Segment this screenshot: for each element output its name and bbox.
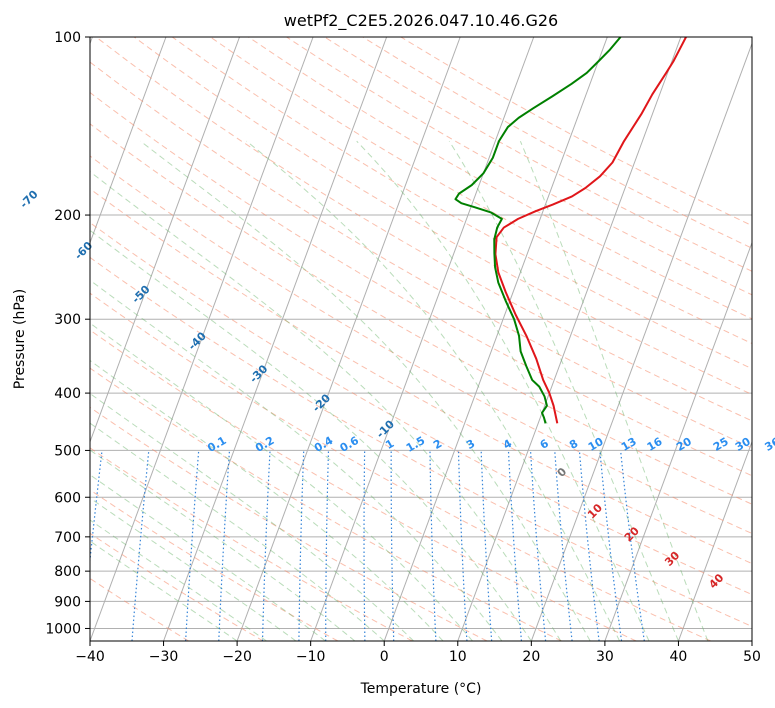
moist-adiabat xyxy=(90,322,473,641)
moist-adiabat xyxy=(90,422,385,641)
isotherm-line xyxy=(457,37,682,641)
y-tick-label: 100 xyxy=(54,30,81,46)
dry-adiabat xyxy=(90,91,752,477)
moist-adiabat xyxy=(140,140,591,641)
plot-frame xyxy=(89,36,753,642)
mixing-ratio-line xyxy=(620,450,645,641)
series-layer xyxy=(454,37,687,424)
dry-adiabat xyxy=(133,37,752,396)
x-tick-label: −40 xyxy=(75,649,105,665)
dry-adiabat xyxy=(90,188,752,565)
moist-adiabat xyxy=(356,140,650,641)
x-axis-label: Temperature (°C) xyxy=(360,681,482,697)
x-tick-label: 10 xyxy=(449,649,467,665)
y-tick-label: 700 xyxy=(54,530,81,546)
y-tick-label: 400 xyxy=(54,386,81,402)
dry-adiabat xyxy=(90,406,488,641)
dry-adiabat xyxy=(90,489,339,641)
dry-adiabat xyxy=(90,367,562,641)
moist-adiabat xyxy=(90,171,562,641)
dewpoint-line xyxy=(454,37,622,424)
x-tick-label: −30 xyxy=(149,649,179,665)
y-tick-label: 800 xyxy=(54,564,81,580)
dry-adiabat xyxy=(90,256,752,627)
temperature-line xyxy=(494,37,687,424)
x-tick-label: 40 xyxy=(670,649,688,665)
dry-adiabat xyxy=(171,37,752,370)
y-tick-label: 200 xyxy=(54,208,81,224)
isotherm-line xyxy=(310,37,535,641)
isotherm-line xyxy=(677,440,752,641)
grid-layer xyxy=(90,37,752,641)
isotherm-line xyxy=(163,37,388,641)
x-axis-ticks: −40 −30 −20 −10 0 10 20 30 40 50 xyxy=(75,641,761,665)
y-tick-label: 900 xyxy=(54,594,81,610)
mixing-ratio-line xyxy=(599,450,623,641)
mixing-ratio-line xyxy=(578,450,600,641)
isotherm-line xyxy=(90,37,241,444)
mixing-ratio-line xyxy=(554,450,573,641)
isotherm-line xyxy=(90,37,167,245)
y-axis-ticks: 100 200 300 400 500 600 700 800 900 1000 xyxy=(45,30,90,637)
moist-adiabat xyxy=(448,140,679,641)
moist-adiabat xyxy=(90,449,356,641)
isotherm-line xyxy=(90,37,314,641)
x-tick-label: −20 xyxy=(222,649,252,665)
dry-adiabat xyxy=(286,37,752,296)
dry-adiabat xyxy=(90,155,752,535)
x-tick-label: 20 xyxy=(522,649,540,665)
isotherm-line xyxy=(236,37,461,641)
y-tick-label: 500 xyxy=(54,443,81,459)
y-tick-label: 1000 xyxy=(45,621,81,637)
x-tick-label: 30 xyxy=(596,649,614,665)
moist-adiabat xyxy=(246,140,621,641)
dry-adiabat xyxy=(90,532,264,641)
dry-adiabat xyxy=(90,123,752,505)
dry-adiabat xyxy=(95,37,752,422)
moist-adiabat xyxy=(90,229,532,641)
x-tick-label: 0 xyxy=(380,649,389,665)
y-tick-label: 600 xyxy=(54,490,81,506)
dry-adiabat xyxy=(90,292,711,641)
isotherm-line xyxy=(383,37,608,641)
mixing-ratio-line xyxy=(90,450,103,566)
isotherm-line xyxy=(604,241,752,641)
moist-adiabat xyxy=(90,359,444,641)
x-tick-label: −10 xyxy=(296,649,326,665)
moist-adiabat xyxy=(519,140,709,641)
moist-adiabat xyxy=(90,540,238,641)
moist-adiabat xyxy=(90,279,503,641)
dry-adiabat xyxy=(248,37,752,320)
y-tick-label: 300 xyxy=(54,312,81,328)
y-axis-label: Pressure (hPa) xyxy=(12,289,28,389)
chart-title: wetPf2_C2E5.2026.047.10.46.G26 xyxy=(284,11,558,31)
x-tick-label: 50 xyxy=(743,649,761,665)
isotherm-line xyxy=(530,42,752,641)
